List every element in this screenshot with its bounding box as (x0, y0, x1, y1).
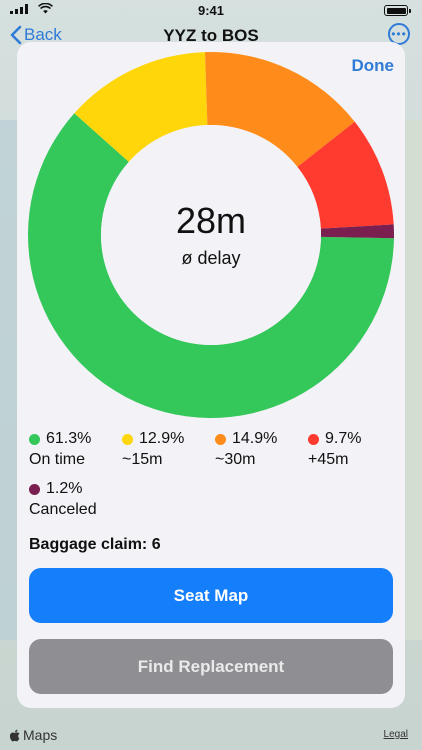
donut-hole (101, 125, 321, 345)
status-left (10, 3, 53, 14)
legend-dot (308, 433, 319, 445)
donut-slice-15m (74, 52, 208, 162)
status-time: 9:41 (197, 3, 225, 18)
legend-label: On time (29, 451, 86, 468)
legend-dot (29, 433, 40, 445)
legend-item-canceled: 1.2% Canceled (29, 480, 121, 519)
legend-percent: 12.9% (139, 430, 185, 447)
status-bar: 9:41 (0, 0, 422, 22)
average-delay-value: 28m (175, 200, 247, 241)
nav-title: YYZ to BOS (163, 26, 259, 45)
maps-attribution: Maps (10, 727, 57, 743)
chevron-left-icon (10, 25, 22, 45)
legend-item-on-time: 61.3% On time (29, 430, 121, 469)
battery-icon (384, 5, 411, 16)
find-replacement-button[interactable]: Find Replacement (29, 639, 393, 694)
signal-icon (10, 3, 28, 14)
legend-label: ~15m (122, 451, 163, 468)
legend-item-15m: 12.9% ~15m (122, 430, 214, 469)
back-button[interactable]: Back (10, 25, 62, 45)
donut-slice-on-time (28, 113, 394, 418)
flight-stats-sheet: Done 28m ø delay 61.3% On time 12.9% ~15… (17, 42, 405, 708)
legend-item-30m: 14.9% ~30m (215, 430, 307, 469)
wifi-icon (38, 3, 53, 14)
donut-slice-canceled (320, 224, 395, 239)
back-label: Back (24, 25, 62, 44)
legend-percent: 1.2% (46, 480, 83, 497)
status-right (384, 5, 411, 16)
legend-percent: 14.9% (232, 430, 278, 447)
legend-item-45m: 9.7% +45m (308, 430, 400, 469)
seat-map-button[interactable]: Seat Map (29, 568, 393, 623)
legend-label: Canceled (29, 501, 97, 518)
done-button[interactable]: Done (351, 56, 395, 75)
legend-dot (29, 483, 40, 495)
baggage-claim: Baggage claim: 6 (29, 536, 161, 553)
legend-dot (215, 433, 226, 445)
maps-label: Maps (23, 727, 58, 743)
legal-link[interactable]: Legal (383, 729, 408, 740)
legend-label: ~30m (215, 451, 256, 468)
average-delay-label: ø delay (181, 248, 241, 268)
legend-label: +45m (308, 451, 349, 468)
navigation-bar: Back YYZ to BOS ••• (0, 22, 422, 52)
donut-slice-45m (297, 121, 394, 229)
legend-percent: 61.3% (46, 430, 92, 447)
donut-slice-30m (204, 52, 355, 167)
apple-logo-icon (10, 729, 20, 741)
legend-percent: 9.7% (325, 430, 362, 447)
legend-dot (122, 433, 133, 445)
delay-donut-chart (28, 52, 395, 418)
